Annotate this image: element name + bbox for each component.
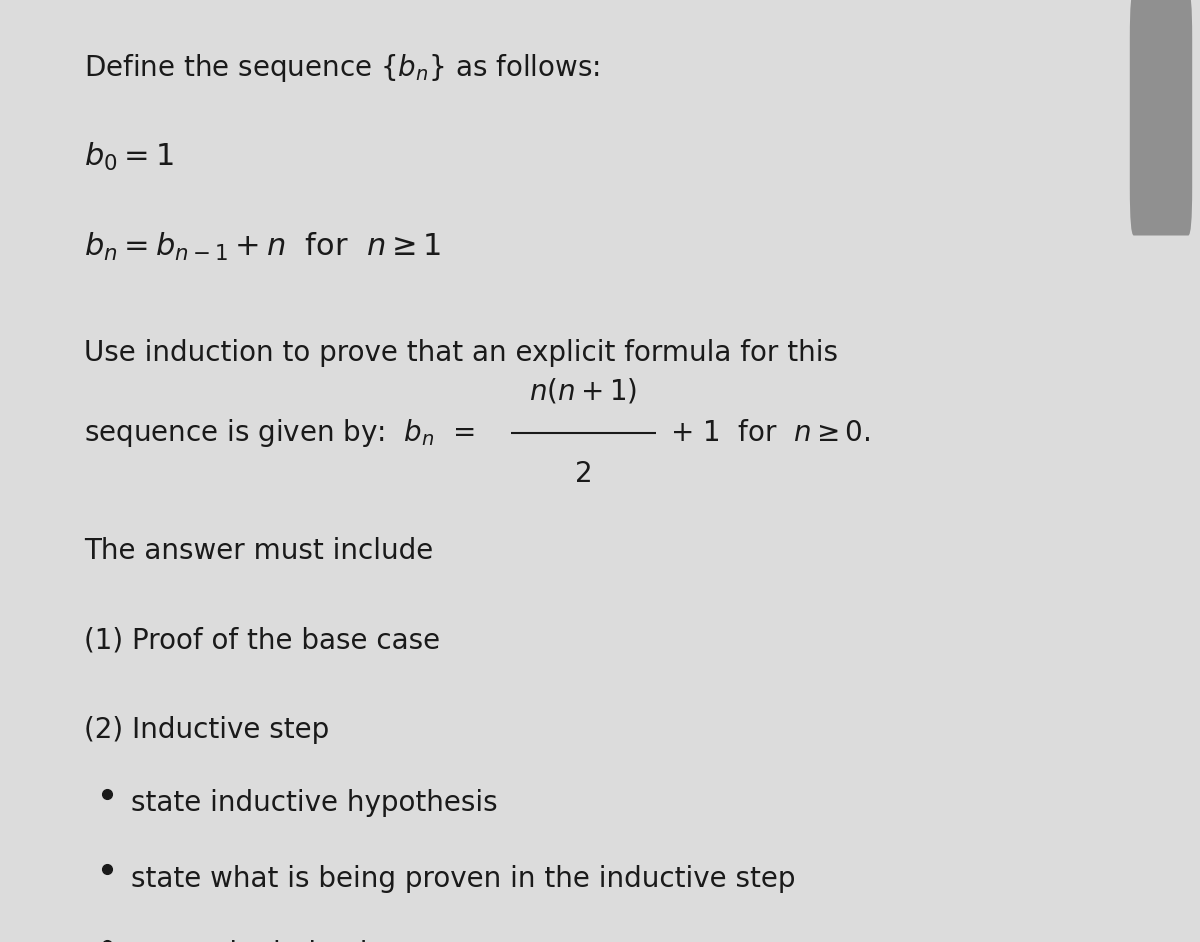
FancyBboxPatch shape bbox=[1130, 0, 1193, 236]
Text: state inductive hypothesis: state inductive hypothesis bbox=[131, 789, 498, 818]
Text: prove the inductive step: prove the inductive step bbox=[131, 940, 470, 942]
Text: 2: 2 bbox=[575, 460, 593, 488]
Text: (2) Inductive step: (2) Inductive step bbox=[84, 716, 329, 744]
Text: The answer must include: The answer must include bbox=[84, 537, 433, 565]
Text: $b_0 = 1$: $b_0 = 1$ bbox=[84, 141, 174, 173]
Text: $b_n = b_{n-1} + n$  for  $n \geq 1$: $b_n = b_{n-1} + n$ for $n \geq 1$ bbox=[84, 231, 442, 263]
Text: + 1  for  $n \geq 0.$: + 1 for $n \geq 0.$ bbox=[670, 419, 870, 447]
Text: state what is being proven in the inductive step: state what is being proven in the induct… bbox=[131, 865, 796, 893]
Text: sequence is given by:  $b_n$  =: sequence is given by: $b_n$ = bbox=[84, 417, 475, 449]
Text: Use induction to prove that an explicit formula for this: Use induction to prove that an explicit … bbox=[84, 339, 838, 367]
Text: (1) Proof of the base case: (1) Proof of the base case bbox=[84, 626, 440, 655]
Text: Define the sequence $\{b_n\}$ as follows:: Define the sequence $\{b_n\}$ as follows… bbox=[84, 52, 600, 84]
Text: $n(n + 1)$: $n(n + 1)$ bbox=[529, 376, 637, 405]
